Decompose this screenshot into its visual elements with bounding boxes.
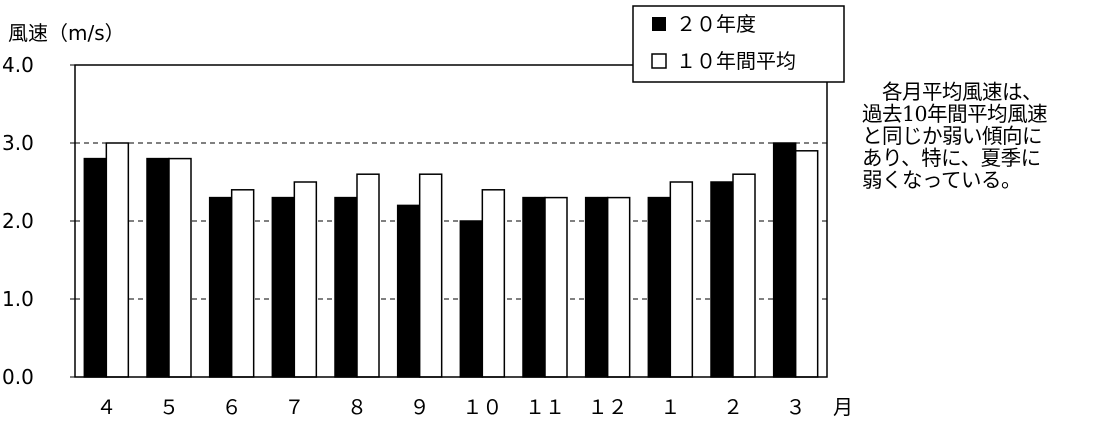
x-tick-label: ３ xyxy=(786,395,806,419)
bar-series-1 xyxy=(334,196,358,378)
y-tick-label: 3.0 xyxy=(2,131,34,155)
legend-item-series-1: ２０年度 xyxy=(652,12,756,36)
x-tick-label: ６ xyxy=(222,395,242,419)
bar-series-2 xyxy=(105,142,130,378)
legend-marker-series-1 xyxy=(652,17,666,31)
y-tick-label: 2.0 xyxy=(2,209,34,233)
bar-series-1 xyxy=(522,196,546,378)
y-tick-label: 1.0 xyxy=(2,287,34,311)
legend-label-series-1: ２０年度 xyxy=(676,12,756,36)
x-tick-label: １２ xyxy=(588,395,628,419)
x-tick-label: ５ xyxy=(159,395,179,419)
x-tick-label: ８ xyxy=(347,395,367,419)
bar-series-1 xyxy=(396,204,421,378)
bar-series-1 xyxy=(146,157,170,378)
y-tick-label: 4.0 xyxy=(2,53,34,77)
bar-series-2 xyxy=(794,150,819,378)
bar-series-1 xyxy=(83,157,108,378)
bar-series-1 xyxy=(710,181,734,378)
x-tick-label: １１ xyxy=(525,395,565,419)
legend-label-series-2: １０年間平均 xyxy=(676,49,796,73)
x-tick-label: ２ xyxy=(723,395,743,419)
x-tick-label: ９ xyxy=(410,395,430,419)
legend-item-series-2: １０年間平均 xyxy=(651,49,796,73)
plot-frame xyxy=(74,64,828,378)
bar-series-2 xyxy=(418,173,443,378)
x-tick-label: １ xyxy=(660,395,680,419)
y-axis-label: 風速（m/s） xyxy=(8,21,125,45)
bar-series-1 xyxy=(772,142,797,378)
bar-series-2 xyxy=(356,173,380,378)
bar-series-2 xyxy=(230,189,255,378)
y-tick-label: 0.0 xyxy=(2,365,34,389)
legend-box xyxy=(632,5,845,83)
commentary-note: 各月平均風速は、 過去10年間平均風速 と同じか弱い傾向に あり、特に、夏季に … xyxy=(862,80,1048,192)
bar-series-2 xyxy=(293,181,318,378)
x-tick-label: ７ xyxy=(284,395,304,419)
x-tick-label: ４ xyxy=(96,395,116,419)
bar-series-2 xyxy=(168,157,192,378)
bar-series-1 xyxy=(459,220,484,378)
bar-series-1 xyxy=(647,196,672,378)
bar-series-2 xyxy=(481,189,506,378)
bar-series-1 xyxy=(208,196,233,378)
bar-series-2 xyxy=(669,181,694,378)
legend: ２０年度 １０年間平均 xyxy=(632,5,845,83)
bar-series-2 xyxy=(732,173,756,378)
bar-series-1 xyxy=(584,196,609,378)
bar-series-1 xyxy=(271,196,296,378)
legend-marker-series-2 xyxy=(651,53,667,69)
bar-series-2 xyxy=(606,196,631,378)
bar-series-2 xyxy=(544,196,568,378)
x-tick-label: １０ xyxy=(462,395,502,419)
x-axis-unit: 月 xyxy=(833,395,853,419)
